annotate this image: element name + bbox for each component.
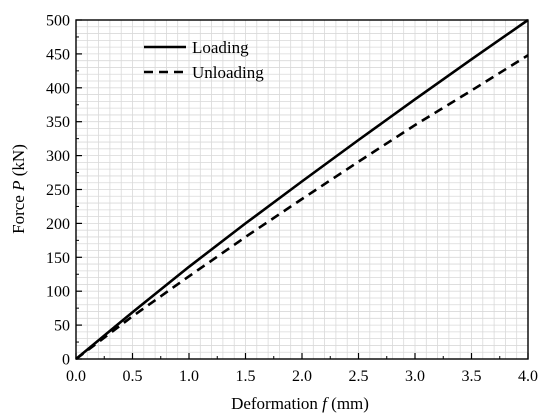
- x-tick-label: 2.5: [349, 368, 369, 385]
- series-line-loading: [75, 18, 529, 361]
- legend-label-loading: Loading: [192, 38, 249, 57]
- series-line-unloading: [75, 54, 529, 361]
- y-tick-label: 100: [46, 284, 70, 301]
- y-tick-label: 0: [62, 352, 70, 369]
- legend: Loading Unloading: [144, 38, 264, 82]
- x-axis-label: Deformation f (mm): [231, 394, 369, 413]
- x-tick-label: 0.5: [123, 368, 143, 385]
- y-tick-label: 400: [46, 80, 70, 97]
- y-tick-label: 350: [46, 114, 70, 131]
- y-tick-label: 500: [46, 13, 70, 30]
- x-tick-label: 2.0: [292, 368, 312, 385]
- x-tick-label: 0.0: [66, 368, 86, 385]
- legend-label-unloading: Unloading: [192, 63, 264, 82]
- x-tick-label: 1.5: [236, 368, 256, 385]
- x-tick-label: 4.0: [518, 368, 538, 385]
- y-tick-label: 450: [46, 46, 70, 63]
- y-tick-label: 200: [46, 216, 70, 233]
- y-tick-label: 50: [54, 318, 70, 335]
- y-tick-label: 150: [46, 250, 70, 267]
- grid: [76, 20, 528, 359]
- x-tick-label: 3.0: [405, 368, 425, 385]
- y-axis-label: Force P (kN): [9, 144, 28, 234]
- x-tick-label: 1.0: [179, 368, 199, 385]
- ticks: 0.0 0.5 1.0 1.5 2.0 2.5 3.0 3.5 4.0 0 50 100 150 200 2…: [46, 13, 538, 386]
- y-tick-label: 300: [46, 148, 70, 165]
- x-tick-label: 3.5: [462, 368, 482, 385]
- y-tick-label: 250: [46, 182, 70, 199]
- series-group: [75, 18, 529, 361]
